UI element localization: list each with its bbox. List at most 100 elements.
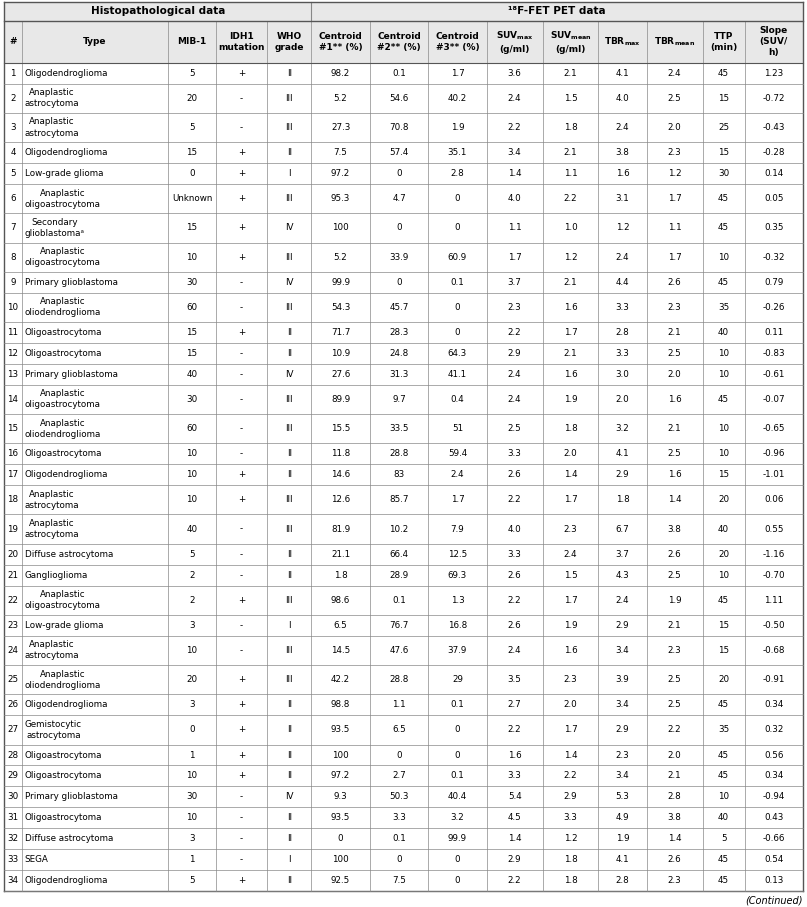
Text: 2.7: 2.7 [392, 772, 406, 780]
Text: -: - [240, 524, 243, 533]
Text: 42.2: 42.2 [331, 675, 350, 684]
Text: Anaplastic
astrocytoma: Anaplastic astrocytoma [25, 640, 79, 660]
Text: 1.8: 1.8 [563, 424, 578, 434]
Text: Gemistocytic
astrocytoma: Gemistocytic astrocytoma [25, 720, 82, 740]
Text: Anaplastic
oligoastrocytoma: Anaplastic oligoastrocytoma [25, 389, 101, 409]
Text: 2.0: 2.0 [668, 370, 682, 379]
Text: 45: 45 [718, 772, 730, 780]
Text: -0.96: -0.96 [763, 449, 785, 458]
Text: -0.28: -0.28 [763, 148, 785, 157]
Text: 2.3: 2.3 [668, 148, 682, 157]
Text: 0: 0 [454, 194, 460, 203]
Bar [4, 485, 803, 514]
Text: 10: 10 [186, 495, 198, 504]
Text: 1.5: 1.5 [563, 571, 578, 580]
Text: 3.3: 3.3 [392, 814, 406, 823]
Text: 2.8: 2.8 [450, 169, 464, 178]
Bar [4, 565, 803, 586]
Text: 0.1: 0.1 [392, 834, 406, 844]
Text: 1.9: 1.9 [616, 834, 629, 844]
Text: 33.9: 33.9 [389, 253, 408, 262]
Bar [4, 828, 803, 849]
Text: 15: 15 [718, 93, 730, 102]
Text: II: II [286, 750, 291, 759]
Bar [4, 184, 803, 213]
Text: Centroid
#1** (%): Centroid #1** (%) [319, 32, 362, 52]
Text: 12: 12 [7, 349, 19, 358]
Text: Secondary
glioblastomaᵃ: Secondary glioblastomaᵃ [25, 218, 85, 238]
Text: 10: 10 [718, 424, 730, 434]
Text: 2.3: 2.3 [508, 303, 521, 312]
Text: -: - [240, 646, 243, 655]
Text: 28.8: 28.8 [389, 449, 408, 458]
Text: 1.1: 1.1 [508, 223, 521, 232]
Text: 93.5: 93.5 [331, 814, 350, 823]
Text: 5: 5 [189, 69, 194, 78]
Text: 17: 17 [7, 470, 19, 479]
Text: 35: 35 [718, 303, 730, 312]
Text: Oligodendroglioma: Oligodendroglioma [25, 700, 108, 709]
Text: 76.7: 76.7 [389, 621, 408, 629]
Text: I: I [288, 855, 291, 864]
Text: -: - [240, 123, 243, 132]
Text: 1.6: 1.6 [616, 169, 629, 178]
Text: -0.72: -0.72 [763, 93, 785, 102]
Text: 1.1: 1.1 [668, 223, 682, 232]
Text: II: II [286, 876, 291, 885]
Text: 3: 3 [10, 123, 15, 132]
Text: IDH1
mutation: IDH1 mutation [218, 32, 265, 52]
Text: 40.4: 40.4 [448, 793, 467, 802]
Text: 25: 25 [7, 675, 19, 684]
Bar [4, 745, 803, 766]
Text: 3.3: 3.3 [508, 772, 521, 780]
Text: 4.4: 4.4 [616, 278, 629, 287]
Text: 10: 10 [186, 253, 198, 262]
Text: 4.1: 4.1 [616, 855, 629, 864]
Text: +: + [238, 148, 245, 157]
Text: 2.2: 2.2 [564, 772, 577, 780]
Text: Oligoastrocytoma: Oligoastrocytoma [25, 814, 102, 823]
Text: II: II [286, 328, 291, 337]
Text: 92.5: 92.5 [331, 876, 350, 885]
Text: 20: 20 [186, 93, 198, 102]
Text: Slope
(SUV/
h): Slope (SUV/ h) [759, 26, 788, 57]
Text: II: II [286, 69, 291, 78]
Text: -0.70: -0.70 [763, 571, 785, 580]
Text: 0.14: 0.14 [764, 169, 784, 178]
Text: Anaplastic
oliodendroglioma: Anaplastic oliodendroglioma [25, 669, 101, 690]
Text: 20: 20 [7, 550, 19, 559]
Text: 5.3: 5.3 [616, 793, 629, 802]
Text: 0: 0 [454, 876, 460, 885]
Text: 40: 40 [718, 524, 730, 533]
Text: 54.6: 54.6 [390, 93, 408, 102]
Text: 5.2: 5.2 [334, 93, 348, 102]
Text: 30: 30 [7, 793, 19, 802]
Text: 1.0: 1.0 [563, 223, 578, 232]
Text: -0.07: -0.07 [763, 395, 785, 404]
Text: 3.4: 3.4 [616, 700, 629, 709]
Text: +: + [238, 223, 245, 232]
Text: +: + [238, 772, 245, 780]
Text: 45.7: 45.7 [389, 303, 408, 312]
Text: 50.3: 50.3 [389, 793, 409, 802]
Text: (Continued): (Continued) [746, 896, 803, 906]
Text: 3: 3 [189, 834, 194, 844]
Text: 95.3: 95.3 [331, 194, 350, 203]
Text: 28.9: 28.9 [390, 571, 408, 580]
Bar [4, 636, 803, 665]
Text: 3.8: 3.8 [616, 148, 629, 157]
Text: 69.3: 69.3 [448, 571, 467, 580]
Text: 6.5: 6.5 [334, 621, 348, 629]
Text: 45: 45 [718, 876, 730, 885]
Text: 85.7: 85.7 [389, 495, 409, 504]
Text: -: - [240, 395, 243, 404]
Text: 9.7: 9.7 [392, 395, 406, 404]
Text: 15: 15 [718, 148, 730, 157]
Text: 0.1: 0.1 [450, 700, 464, 709]
Text: IV: IV [285, 370, 294, 379]
Text: 5.4: 5.4 [508, 793, 521, 802]
Text: 7: 7 [10, 223, 15, 232]
Text: 1.7: 1.7 [563, 596, 578, 605]
Text: 2.1: 2.1 [564, 69, 577, 78]
Bar [4, 322, 803, 343]
